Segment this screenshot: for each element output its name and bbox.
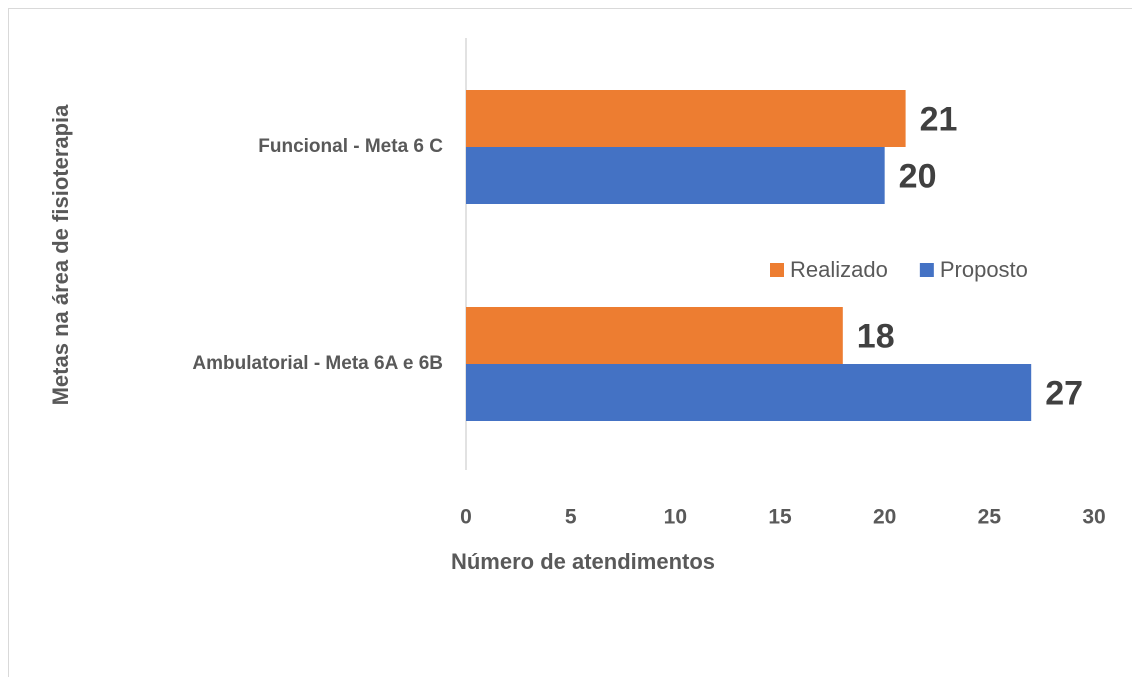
- bar: [466, 90, 906, 147]
- y-axis-title: Metas na área de fisioterapia: [48, 104, 73, 406]
- bar: [466, 364, 1032, 421]
- legend-swatch: [770, 263, 784, 277]
- y-tick-label: Funcional - Meta 6 C: [258, 136, 443, 157]
- x-tick-label: 10: [664, 506, 687, 529]
- bar: [466, 147, 885, 204]
- x-tick-label: 25: [978, 506, 1002, 529]
- chart-border: [8, 8, 1132, 677]
- bar: [466, 307, 843, 364]
- x-tick-label: 20: [873, 506, 896, 529]
- legend-label: Realizado: [790, 257, 888, 282]
- x-tick-label: 15: [768, 506, 792, 529]
- data-label: 21: [920, 100, 958, 138]
- data-label: 20: [899, 157, 937, 195]
- legend-swatch: [919, 263, 934, 277]
- y-tick-label: Ambulatorial - Meta 6A e 6B: [192, 353, 443, 374]
- data-label: 27: [1045, 374, 1083, 412]
- x-axis-title: Número de atendimentos: [451, 549, 715, 574]
- x-tick-label: 0: [460, 506, 472, 529]
- data-label: 18: [857, 317, 895, 355]
- legend-label: Proposto: [940, 257, 1028, 282]
- x-tick-label: 30: [1082, 506, 1105, 529]
- x-tick-label: 5: [565, 506, 577, 529]
